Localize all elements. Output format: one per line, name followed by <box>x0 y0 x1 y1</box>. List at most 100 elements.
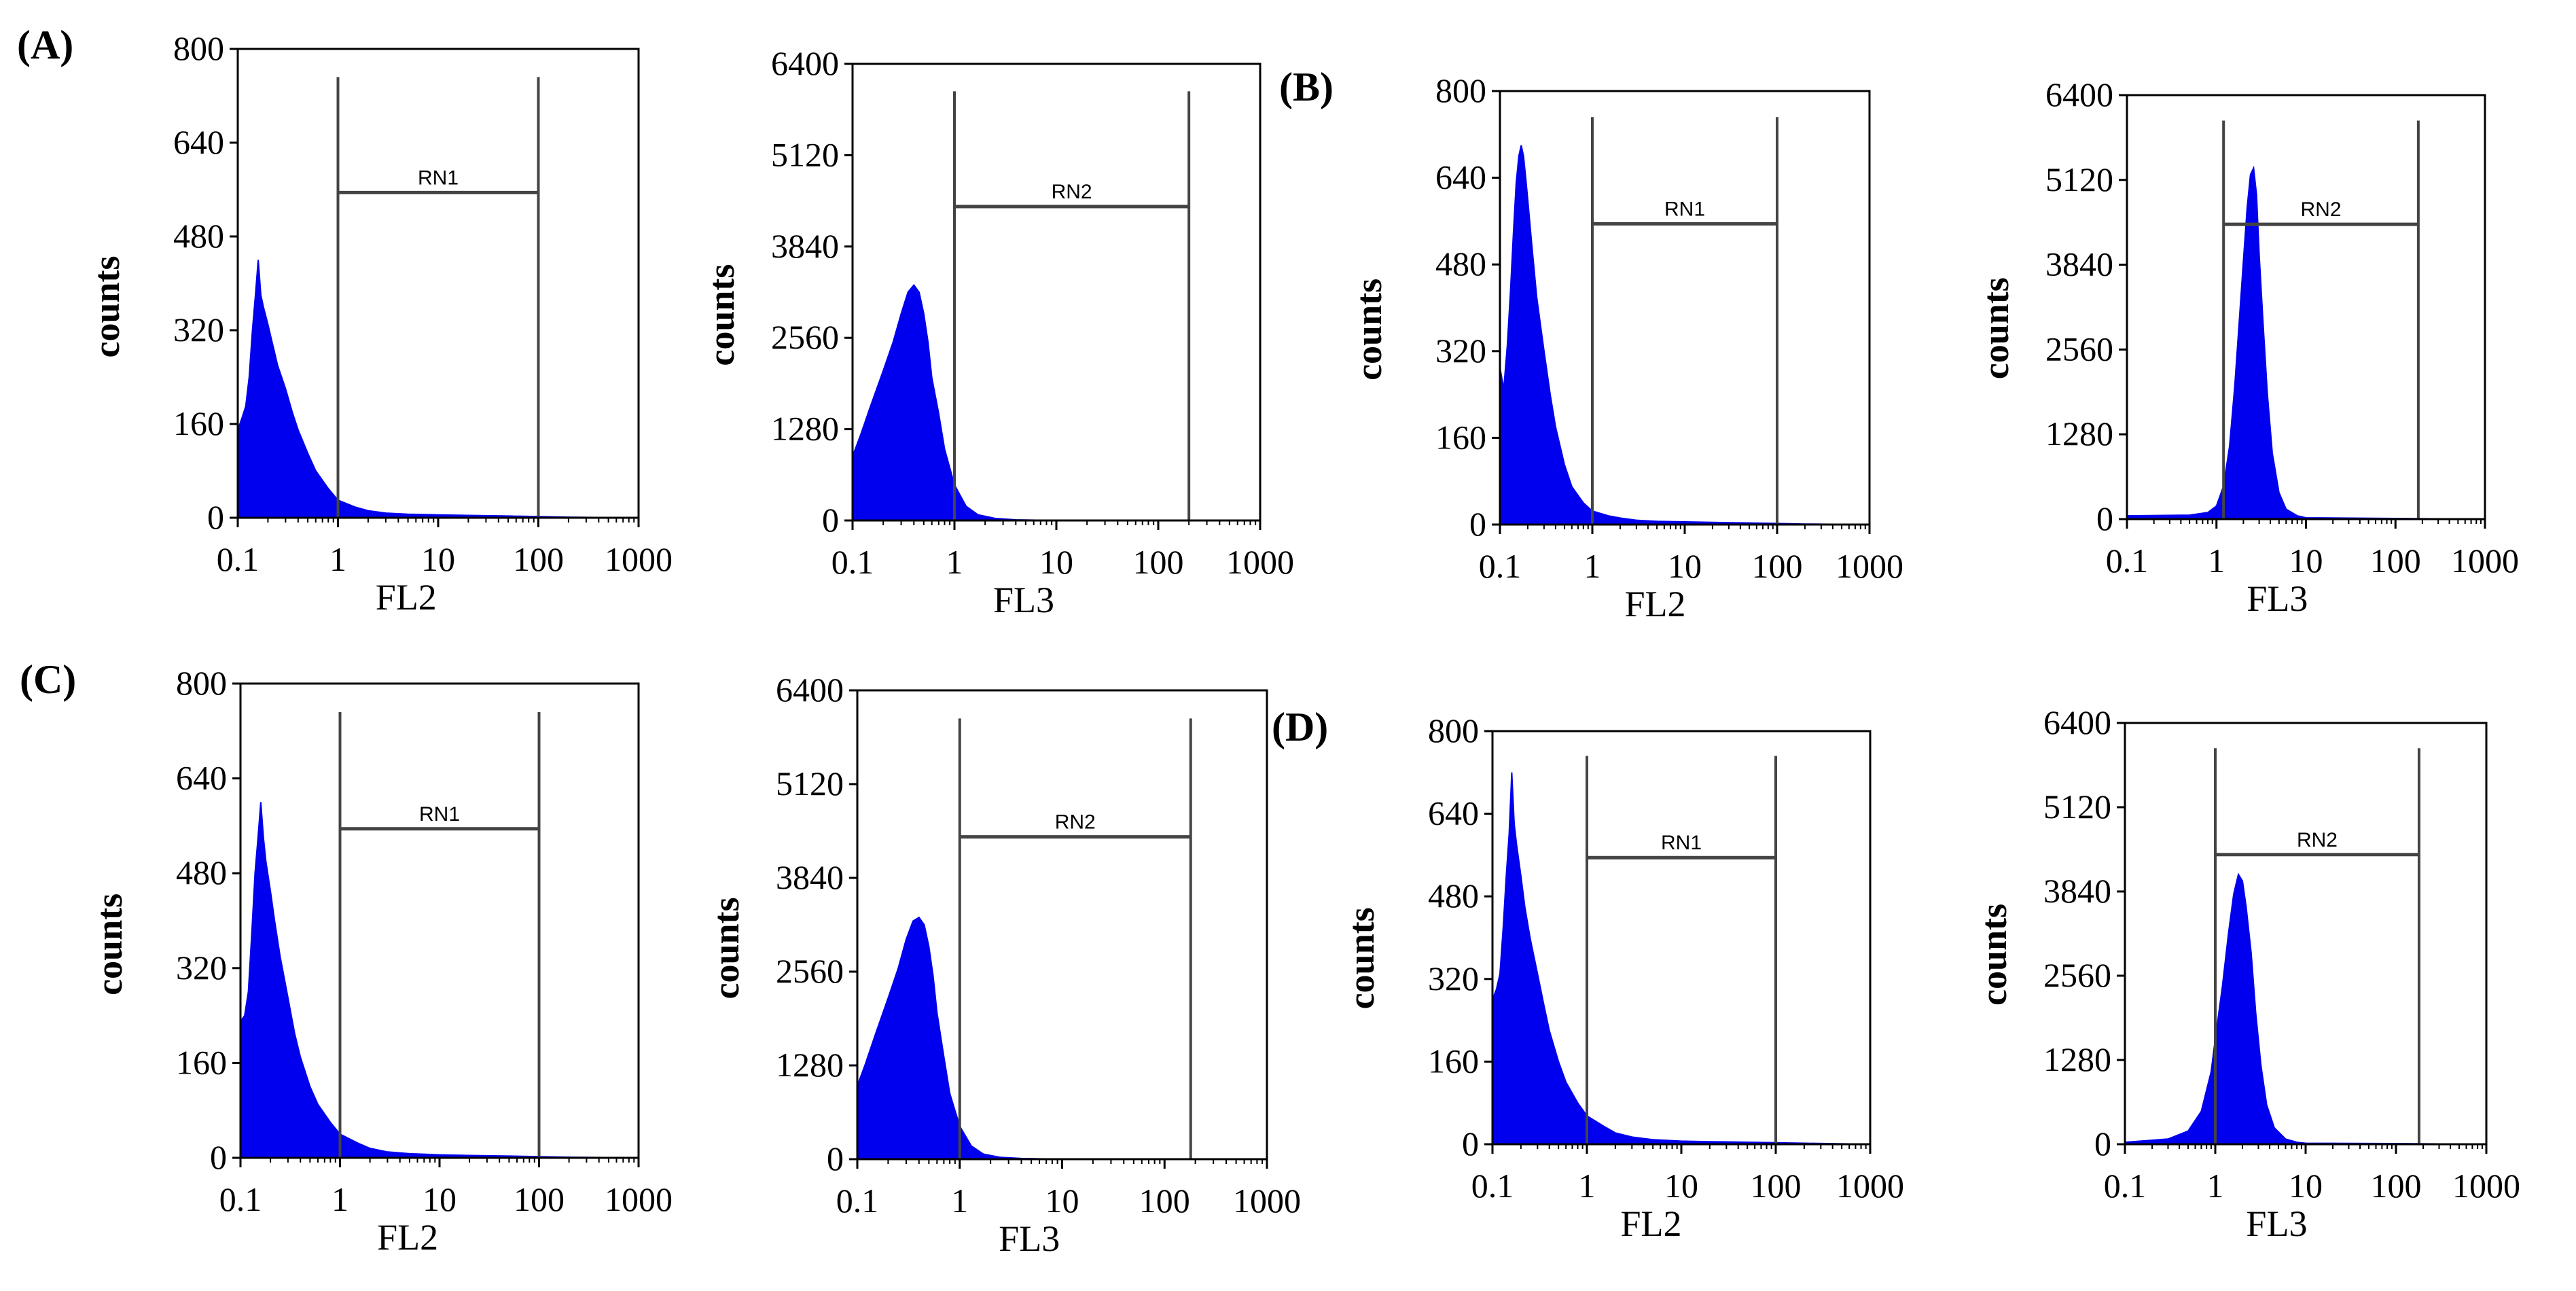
gate-label: RN1 <box>418 166 459 189</box>
y-tick-label: 0 <box>2096 499 2113 537</box>
x-tick-label: 1 <box>1579 1167 1596 1205</box>
x-tick-label: 100 <box>1139 1182 1190 1220</box>
x-axis-label: FL2 <box>376 577 437 618</box>
x-tick-label: 1 <box>2207 1167 2224 1205</box>
x-tick-label: 10 <box>2289 1167 2323 1205</box>
y-tick-label: 0 <box>822 501 839 539</box>
x-axis-label: FL2 <box>1621 1203 1682 1244</box>
x-axis-label: FL2 <box>1624 584 1685 624</box>
panel-label: (D) <box>1272 705 1328 749</box>
y-tick-label: 3840 <box>2043 872 2111 910</box>
x-axis-label: FL3 <box>2246 1203 2307 1244</box>
y-tick-label: 5120 <box>2043 788 2111 826</box>
x-tick-label: 1 <box>951 1182 968 1220</box>
y-tick-label: 800 <box>176 664 227 702</box>
gate-label: RN2 <box>1055 811 1096 834</box>
x-tick-label: 0.1 <box>831 543 874 581</box>
gate-label: RN2 <box>2301 198 2342 221</box>
panel-label: (C) <box>20 657 76 702</box>
y-tick-label: 2560 <box>776 952 844 990</box>
x-tick-label: 1 <box>329 540 346 578</box>
plot-frame <box>2124 722 2488 1146</box>
x-tick-label: 1000 <box>605 540 673 578</box>
x-tick-label: 0.1 <box>836 1182 879 1220</box>
y-tick-label: 6400 <box>771 44 839 82</box>
y-tick-label: 320 <box>1428 959 1479 997</box>
x-tick-label: 10 <box>1039 543 1073 581</box>
panel-label: (A) <box>17 22 73 67</box>
y-tick-label: 800 <box>173 29 224 67</box>
y-axis-label: counts <box>86 255 127 357</box>
y-tick-label: 0 <box>1462 1125 1479 1163</box>
x-tick-label: 10 <box>2289 542 2323 580</box>
x-axis-label: FL3 <box>2247 578 2308 619</box>
y-tick-label: 160 <box>176 1043 227 1081</box>
y-tick-label: 640 <box>173 123 224 161</box>
y-tick-label: 480 <box>1428 877 1479 915</box>
y-tick-label: 3840 <box>2045 245 2113 283</box>
x-tick-label: 100 <box>514 1180 565 1218</box>
x-tick-label: 1000 <box>605 1180 673 1218</box>
y-tick-label: 480 <box>176 853 227 891</box>
chart-d-fl2: RN1 0 160 320 480 640 800 0.1 1 10 100 1000 FL2 count… <box>1272 705 1904 1244</box>
y-tick-label: 640 <box>1428 794 1479 832</box>
y-tick-label: 320 <box>173 311 224 349</box>
x-tick-label: 100 <box>1751 1167 1802 1205</box>
y-tick-label: 320 <box>176 949 227 987</box>
y-tick-label: 2560 <box>771 318 839 356</box>
x-tick-label: 1 <box>332 1180 348 1218</box>
x-tick-label: 100 <box>2371 1167 2422 1205</box>
x-tick-label: 1000 <box>2452 1167 2520 1205</box>
gate-label: RN1 <box>1661 832 1702 854</box>
x-tick-label: 1000 <box>1836 547 1903 585</box>
chart-b-fl3: RN2 0 1280 2560 3840 5120 6400 0.1 1 10 100 1000 FL3… <box>1975 75 2519 619</box>
y-tick-label: 160 <box>1428 1042 1479 1080</box>
y-tick-label: 5120 <box>776 764 844 802</box>
x-tick-label: 0.1 <box>2104 1167 2147 1205</box>
y-tick-label: 800 <box>1428 711 1479 749</box>
y-tick-label: 6400 <box>776 671 844 709</box>
x-tick-label: 100 <box>1133 543 1184 581</box>
y-tick-label: 1280 <box>2043 1040 2111 1078</box>
y-tick-label: 0 <box>827 1139 844 1178</box>
chart-d-fl3: RN2 0 1280 2560 3840 5120 6400 0.1 1 10 100 1000 FL3… <box>1973 703 2520 1244</box>
y-tick-label: 0 <box>2094 1125 2111 1163</box>
x-tick-label: 10 <box>421 540 455 578</box>
y-tick-label: 6400 <box>2043 703 2111 741</box>
x-tick-label: 10 <box>1045 1182 1079 1220</box>
y-tick-label: 480 <box>1435 245 1486 283</box>
x-axis-label: FL2 <box>377 1217 438 1258</box>
y-tick-label: 2560 <box>2045 330 2113 368</box>
y-axis-label: counts <box>89 894 130 995</box>
x-tick-label: 1000 <box>1836 1167 1904 1205</box>
y-tick-label: 6400 <box>2045 75 2113 113</box>
y-tick-label: 5120 <box>771 135 839 173</box>
y-tick-label: 320 <box>1435 332 1486 370</box>
histogram-fill <box>857 916 1267 1160</box>
y-axis-label: counts <box>1975 277 2016 379</box>
x-tick-label: 1000 <box>1233 1182 1301 1220</box>
chart-c-fl3: RN2 0 1280 2560 3840 5120 6400 0.1 1 10 100 1000 FL3… <box>706 671 1301 1259</box>
x-axis-label: FL3 <box>993 580 1054 620</box>
y-tick-label: 160 <box>173 404 224 442</box>
y-tick-label: 640 <box>1435 158 1486 196</box>
histogram-fill <box>1492 772 1871 1145</box>
x-tick-label: 10 <box>1668 547 1702 585</box>
x-tick-label: 10 <box>1664 1167 1698 1205</box>
x-tick-label: 1 <box>1584 547 1601 585</box>
x-tick-label: 0.1 <box>219 1180 262 1218</box>
y-axis-label: counts <box>706 897 747 999</box>
chart-a-fl3: RN2 0 1280 2560 3840 5120 6400 0.1 1 10 100 1000 FL3… <box>701 44 1294 620</box>
x-axis-label: FL3 <box>999 1218 1060 1259</box>
y-tick-label: 1280 <box>2045 414 2113 453</box>
x-tick-label: 0.1 <box>1479 547 1522 585</box>
y-tick-label: 0 <box>210 1138 227 1176</box>
x-tick-label: 1 <box>946 543 963 581</box>
y-tick-label: 1280 <box>776 1046 844 1084</box>
histogram-fill <box>852 283 1260 521</box>
y-tick-label: 800 <box>1435 71 1486 109</box>
y-tick-label: 3840 <box>771 227 839 265</box>
histogram-fill <box>237 260 639 518</box>
y-axis-label: counts <box>701 264 742 366</box>
